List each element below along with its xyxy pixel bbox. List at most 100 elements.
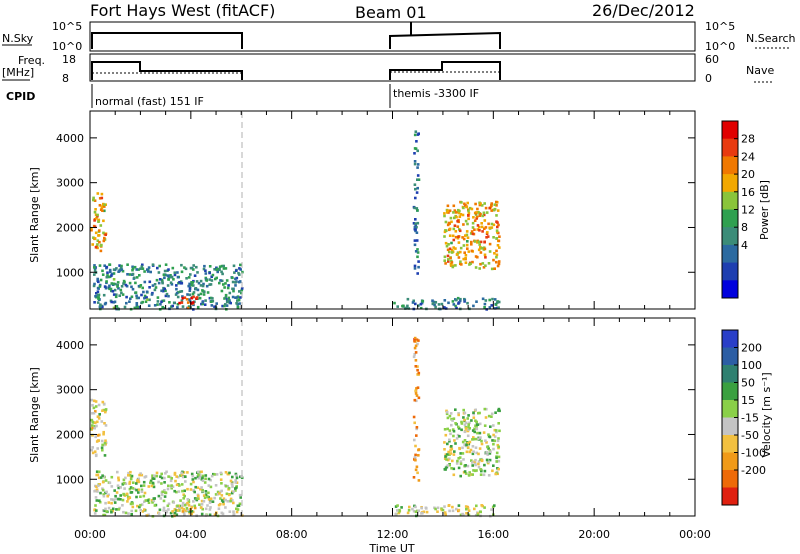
power-data-cell [168, 301, 171, 304]
velocity-data-cell [117, 478, 120, 482]
power-data-cell [483, 219, 487, 222]
power-data-cell [238, 267, 241, 270]
velocity-data-cell [91, 421, 95, 424]
velocity-data-cell [472, 436, 475, 439]
power-data-cell [196, 288, 200, 292]
power-data-cell [234, 296, 237, 299]
velocity-data-cell [101, 480, 105, 484]
power-data-cell [93, 225, 97, 229]
power-data-cell [176, 306, 179, 309]
velocity-data-cell [497, 467, 500, 471]
power-data-cell [462, 244, 466, 247]
power-data-cell [393, 301, 396, 305]
velocity-data-cell [234, 489, 237, 492]
velocity-data-cell [472, 437, 475, 441]
power-data-cell [470, 230, 474, 233]
plot-title: Fort Hays West (fitACF) [90, 1, 275, 20]
power-data-cell [440, 302, 444, 306]
velocity-data-cell [240, 475, 243, 478]
power-data-cell [111, 290, 115, 293]
velocity-data-cell [492, 424, 495, 427]
velocity-data-cell [176, 475, 180, 479]
velocity-data-cell [235, 510, 239, 514]
velocity-data-cell [448, 438, 451, 442]
velocity-data-cell [239, 496, 242, 499]
velocity-data-cell [129, 477, 133, 481]
power-data-cell [458, 228, 461, 231]
power-data-cell [151, 263, 155, 266]
power-data-cell [453, 216, 456, 220]
velocity-data-cell [494, 411, 497, 414]
power-data-cell [203, 303, 207, 306]
power-data-cell [454, 264, 457, 267]
velocity-data-cell [196, 497, 199, 500]
power-data-cell [447, 260, 450, 263]
power-data-cell [483, 240, 486, 244]
velocity-data-cell [232, 490, 235, 493]
velocity-data-cell [186, 471, 189, 474]
velocity-data-cell [200, 470, 203, 474]
velocity-colorbar-tick-label: -15 [741, 412, 759, 425]
velocity-data-cell [459, 460, 463, 463]
power-data-cell [448, 247, 452, 251]
power-data-cell [155, 278, 159, 282]
velocity-data-cell [459, 462, 463, 466]
power-data-cell [115, 267, 118, 270]
velocity-data-cell [468, 450, 472, 454]
velocity-data-cell [468, 440, 472, 444]
velocity-data-cell [425, 510, 429, 514]
power-data-cell [191, 292, 195, 296]
power-data-cell [137, 268, 140, 271]
power-data-cell [447, 258, 450, 261]
time-tick-label: 20:00 [578, 528, 610, 541]
velocity-data-cell [215, 473, 219, 476]
velocity-data-cell [95, 499, 99, 502]
power-data-cell [464, 219, 468, 223]
power-data-cell [138, 274, 141, 277]
power-data-cell [188, 289, 192, 292]
power-data-cell [481, 262, 485, 265]
power-data-cell [143, 296, 146, 300]
power-data-cell [188, 298, 191, 301]
velocity-data-cell [214, 493, 218, 496]
power-data-cell [416, 133, 420, 136]
velocity-data-cell [92, 411, 96, 415]
velocity-data-cell [93, 426, 96, 430]
velocity-data-cell [207, 484, 211, 487]
velocity-data-cell [414, 444, 417, 448]
power-data-cell [232, 264, 236, 268]
velocity-data-cell [147, 485, 151, 488]
power-data-cell [238, 280, 242, 283]
power-data-cell [476, 224, 480, 227]
power-data-cell [465, 243, 469, 247]
velocity-data-cell [182, 507, 185, 511]
power-colorbar-label: Power [dB] [758, 180, 771, 240]
power-data-cell [451, 234, 455, 238]
power-data-cell [102, 239, 106, 243]
power-data-cell [463, 298, 467, 302]
power-data-cell [125, 301, 128, 305]
velocity-data-cell [414, 392, 418, 395]
velocity-data-cell [160, 482, 163, 485]
power-data-cell [451, 300, 455, 303]
velocity-data-cell [201, 474, 205, 478]
velocity-data-cell [192, 480, 195, 484]
power-data-cell [123, 305, 127, 309]
velocity-data-cell [117, 497, 120, 501]
velocity-data-cell [486, 445, 489, 449]
velocity-data-cell [217, 507, 221, 510]
power-data-cell [495, 204, 498, 207]
velocity-data-cell [231, 475, 234, 479]
power-data-cell [485, 236, 488, 239]
velocity-data-cell [127, 474, 130, 477]
power-data-cell [188, 282, 191, 286]
velocity-data-cell [417, 371, 421, 375]
velocity-data-cell [127, 512, 130, 515]
velocity-data-cell [471, 445, 475, 448]
power-data-cell [479, 262, 482, 266]
power-data-cell [475, 217, 478, 220]
power-data-cell [446, 254, 450, 258]
power-data-cell [173, 273, 177, 277]
velocity-data-cell [206, 504, 209, 507]
power-data-cell [192, 295, 195, 299]
